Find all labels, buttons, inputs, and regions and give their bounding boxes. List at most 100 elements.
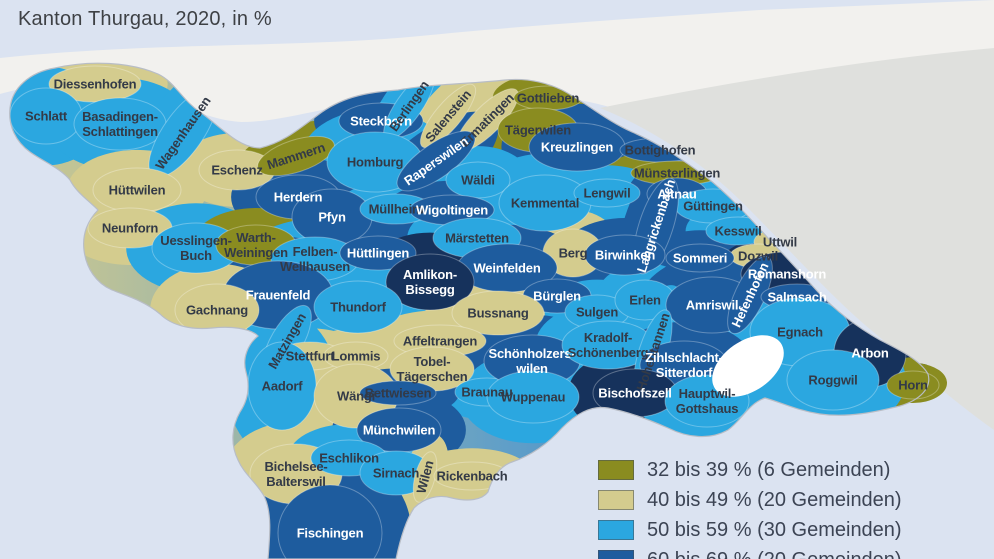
municipality-label: Birwinken — [595, 248, 656, 263]
municipality-label: Kradolf-Schönenberg — [568, 330, 649, 360]
municipality-region — [385, 253, 475, 311]
municipality-label: Tägerwilen — [505, 123, 571, 138]
municipality-label: Amriswil — [686, 298, 739, 313]
municipality-label: Bettwiesen — [365, 386, 432, 401]
municipality-label: Romanshorn — [748, 267, 826, 282]
municipality-label: Kreuzlingen — [541, 140, 613, 155]
municipality-label: Münchwilen — [363, 423, 436, 438]
municipality-label: Uttwil — [763, 235, 797, 250]
municipality-label: Wäldi — [461, 173, 495, 188]
municipality-label: Eschenz — [211, 163, 263, 178]
municipality-label: Thundorf — [330, 300, 386, 315]
municipality-label: Felben-Wellhausen — [280, 244, 350, 274]
municipality-label: Sulgen — [576, 305, 618, 320]
foreign-land-north — [0, 0, 994, 122]
municipality-label: Münsterlingen — [634, 166, 720, 181]
municipality-label: Gottlieben — [517, 91, 580, 106]
legend-row: 32 bis 39 % (6 Gemeinden) — [598, 459, 928, 481]
municipality-label: Hauptwil-Gottshaus — [676, 386, 738, 416]
legend-label: 50 bis 59 % (30 Gemeinden) — [647, 519, 902, 541]
lake-bodensee — [600, 48, 994, 430]
municipality-label: Müllheim — [369, 202, 424, 217]
municipality-label: Wuppenau — [501, 390, 566, 405]
municipality-label: Bichelsee-Balterswil — [264, 459, 327, 489]
municipality-label: Affeltrangen — [403, 334, 477, 349]
municipality-label: Märstetten — [445, 231, 509, 246]
legend-row: 40 bis 49 % (20 Gemeinden) — [598, 489, 928, 511]
legend-row: 50 bis 59 % (30 Gemeinden) — [598, 519, 928, 541]
municipality-label: Roggwil — [808, 373, 857, 388]
municipality-label: Gachnang — [186, 303, 248, 318]
municipality-label: Steckborn — [350, 114, 412, 129]
municipality-label: Sirnach — [373, 466, 420, 481]
municipality-label: Tobel-Tägerschen — [397, 354, 468, 384]
municipality-region — [257, 135, 335, 177]
municipality-region — [786, 349, 880, 411]
municipality-region — [48, 65, 142, 103]
municipality-label: Bischofszell — [598, 386, 671, 401]
municipality-label: Aadorf — [262, 379, 304, 394]
municipality-label: Wängi — [337, 389, 375, 404]
municipality-label: Wigoltingen — [416, 203, 488, 218]
municipality-label: Uesslingen-Buch — [160, 233, 231, 263]
municipality-label: Berg — [559, 246, 588, 261]
municipality-region — [886, 370, 940, 400]
municipality-label: Fischingen — [297, 526, 364, 541]
legend-row: 60 bis 69 % (20 Gemeinden) — [598, 549, 928, 559]
legend-swatch — [598, 460, 634, 480]
legend-label: 60 bis 69 % (20 Gemeinden) — [647, 549, 902, 559]
municipality-label: Hüttwilen — [109, 183, 166, 198]
municipality-label: Dozwil — [738, 249, 778, 264]
municipality-region — [665, 243, 735, 273]
municipality-label: Braunau — [461, 385, 513, 400]
municipality-region — [573, 178, 641, 208]
municipality-label: Frauenfeld — [246, 288, 311, 303]
municipality-region — [313, 280, 403, 334]
municipality-label: Bürglen — [533, 289, 581, 304]
municipality-label: Weinfelden — [473, 261, 540, 276]
legend: 32 bis 39 % (6 Gemeinden) 40 bis 49 % (20… — [598, 459, 928, 559]
municipality-region — [339, 235, 417, 271]
municipality-label: Kemmental — [511, 196, 579, 211]
legend-swatch — [598, 520, 634, 540]
legend-swatch — [598, 490, 634, 510]
municipality-label: Egnach — [777, 325, 823, 340]
municipality-region — [396, 130, 476, 192]
legend-swatch — [598, 550, 634, 559]
municipality-label: Lommis — [332, 349, 381, 364]
municipality-label: Arbon — [851, 346, 889, 361]
municipality-label: Altnau — [657, 187, 697, 202]
foreign-enclave-notch — [712, 335, 784, 397]
municipality-label: Pfyn — [318, 210, 346, 225]
municipality-region — [419, 83, 477, 149]
legend-label: 32 bis 39 % (6 Gemeinden) — [647, 459, 891, 481]
municipality-label: Kesswil — [714, 224, 761, 239]
municipality-label: Basadingen-Schlattingen — [82, 109, 158, 139]
municipality-label: Güttingen — [683, 199, 743, 214]
municipality-label: Diessenhofen — [54, 77, 137, 92]
legend-label: 40 bis 49 % (20 Gemeinden) — [647, 489, 902, 511]
municipality-label: Rickenbach — [437, 469, 508, 484]
municipality-region-layer — [9, 65, 940, 559]
municipality-label: Schönholzers-wilen — [489, 346, 576, 376]
municipality-label: Salmsach — [767, 290, 826, 305]
municipality-label: Sommeri — [673, 251, 727, 266]
municipality-label: Lengwil — [584, 186, 631, 201]
municipality-region — [359, 380, 437, 406]
municipality-label: Zihlschlacht-Sitterdorf — [645, 350, 723, 380]
municipality-region — [584, 234, 666, 276]
municipality-region — [445, 161, 511, 199]
municipality-region — [277, 484, 383, 559]
municipality-label: Bottighofen — [625, 143, 696, 158]
municipality-label: Bussnang — [467, 306, 529, 321]
municipality-region — [412, 451, 438, 503]
municipality-label: Schlatt — [25, 109, 68, 124]
municipality-label: Horn — [898, 378, 928, 393]
municipality-label: Amlikon-Bissegg — [403, 267, 457, 297]
municipality-label: Stettfurt — [286, 349, 336, 364]
municipality-region — [451, 290, 545, 336]
municipality-label: Herdern — [274, 190, 323, 205]
page-title: Kanton Thurgau, 2020, in % — [18, 8, 272, 30]
municipality-label: Erlen — [629, 293, 661, 308]
